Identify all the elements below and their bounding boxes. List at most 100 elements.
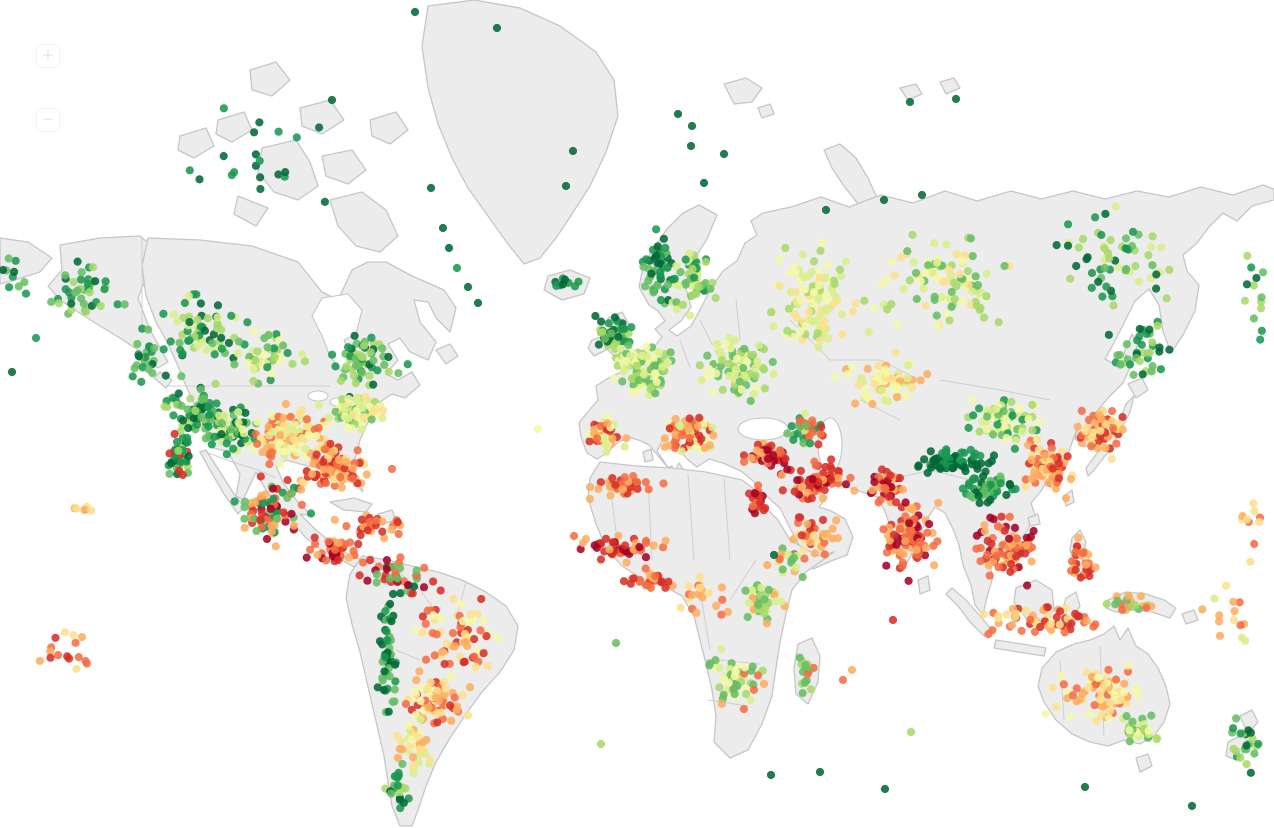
city-dot[interactable] [1125, 737, 1134, 746]
city-dot[interactable] [672, 261, 681, 270]
city-dot[interactable] [809, 257, 819, 266]
city-dot[interactable] [331, 545, 340, 554]
city-dot[interactable] [356, 531, 365, 540]
city-dot[interactable] [622, 558, 631, 567]
city-dot[interactable] [433, 687, 442, 696]
city-dot[interactable] [712, 369, 721, 378]
city-dot[interactable] [1073, 422, 1082, 431]
city-dot[interactable] [964, 280, 973, 290]
city-dot[interactable] [274, 170, 283, 179]
city-dot[interactable] [1000, 423, 1009, 432]
city-dot[interactable] [460, 629, 469, 639]
city-dot[interactable] [1255, 518, 1264, 527]
city-dot[interactable] [781, 454, 790, 463]
city-dot[interactable] [1114, 263, 1123, 272]
city-dot[interactable] [763, 446, 772, 455]
city-dot[interactable] [881, 484, 890, 493]
city-dot[interactable] [466, 610, 475, 619]
city-dot[interactable] [21, 289, 31, 298]
city-dot[interactable] [1118, 425, 1127, 434]
city-dot[interactable] [459, 658, 468, 667]
city-dot[interactable] [429, 577, 438, 586]
city-dot[interactable] [692, 608, 701, 617]
city-dot[interactable] [790, 310, 799, 319]
city-dot[interactable] [387, 789, 396, 798]
city-dot[interactable] [1136, 592, 1145, 601]
city-dot[interactable] [719, 690, 728, 699]
city-dot[interactable] [401, 784, 410, 793]
city-dot[interactable] [841, 480, 851, 489]
city-dot[interactable] [685, 433, 694, 442]
city-dot[interactable] [189, 414, 198, 423]
city-dot[interactable] [292, 133, 301, 142]
city-dot[interactable] [711, 656, 720, 665]
city-dot[interactable] [1108, 416, 1117, 425]
city-dot[interactable] [801, 421, 810, 430]
city-dot[interactable] [1144, 726, 1153, 735]
city-dot[interactable] [964, 423, 973, 432]
city-dot[interactable] [665, 424, 674, 433]
city-dot[interactable] [834, 467, 843, 476]
city-dot[interactable] [1087, 283, 1096, 292]
city-dot[interactable] [448, 629, 458, 638]
city-dot[interactable] [1068, 691, 1077, 700]
city-dot[interactable] [785, 268, 794, 277]
city-dot[interactable] [1078, 548, 1088, 558]
zoom-out-button[interactable]: − [36, 108, 60, 132]
city-dot[interactable] [263, 343, 272, 352]
city-dot[interactable] [795, 653, 804, 662]
city-dot[interactable] [740, 669, 749, 678]
city-dot[interactable] [620, 473, 629, 482]
city-dot[interactable] [1156, 365, 1165, 374]
city-dot[interactable] [971, 272, 980, 281]
city-dot[interactable] [877, 386, 886, 395]
city-dot[interactable] [604, 319, 613, 328]
city-dot[interactable] [470, 635, 479, 644]
city-dot[interactable] [217, 333, 226, 342]
city-dot[interactable] [986, 480, 995, 489]
city-dot[interactable] [861, 391, 871, 401]
city-dot[interactable] [979, 610, 988, 619]
city-dot[interactable] [401, 699, 410, 709]
city-dot[interactable] [1123, 661, 1132, 670]
city-dot[interactable] [880, 396, 889, 405]
city-dot[interactable] [407, 735, 416, 744]
city-dot[interactable] [437, 614, 446, 623]
city-dot[interactable] [219, 104, 228, 113]
city-dot[interactable] [914, 461, 923, 470]
city-dot[interactable] [814, 343, 823, 352]
city-dot[interactable] [1236, 621, 1245, 630]
city-dot[interactable] [620, 442, 629, 451]
city-dot[interactable] [207, 440, 216, 449]
city-dot[interactable] [281, 399, 290, 409]
city-dot[interactable] [470, 652, 479, 661]
city-dot[interactable] [396, 589, 405, 598]
city-dot[interactable] [1229, 616, 1238, 625]
city-dot[interactable] [605, 545, 614, 554]
city-dot[interactable] [933, 321, 942, 330]
city-dot[interactable] [1005, 534, 1014, 543]
city-dot[interactable] [227, 171, 236, 180]
city-dot[interactable] [686, 141, 696, 151]
city-dot[interactable] [952, 249, 961, 259]
city-dot[interactable] [287, 444, 296, 453]
city-dot[interactable] [350, 331, 359, 340]
city-dot[interactable] [403, 581, 413, 590]
city-dot[interactable] [196, 299, 205, 308]
city-dot[interactable] [1098, 292, 1107, 301]
city-dot[interactable] [270, 344, 279, 353]
city-dot[interactable] [344, 553, 353, 562]
city-dot[interactable] [901, 537, 910, 546]
city-dot[interactable] [1246, 768, 1255, 777]
city-dot[interactable] [1030, 627, 1040, 637]
city-dot[interactable] [676, 603, 685, 612]
city-dot[interactable] [1250, 507, 1259, 516]
city-dot[interactable] [324, 413, 333, 422]
city-dot[interactable] [193, 315, 202, 324]
city-dot[interactable] [892, 393, 902, 402]
city-dot[interactable] [373, 366, 382, 375]
city-dot[interactable] [688, 264, 697, 273]
city-dot[interactable] [593, 434, 602, 443]
city-dot[interactable] [447, 671, 456, 680]
city-dot[interactable] [257, 509, 266, 518]
